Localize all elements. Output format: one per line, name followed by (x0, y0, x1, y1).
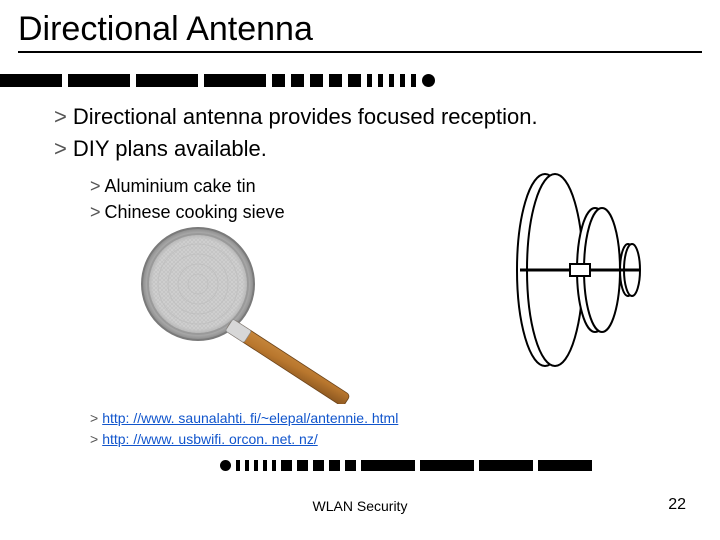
decor-top (0, 74, 435, 87)
antenna-diagram (500, 170, 670, 370)
sieve-image (128, 224, 388, 404)
decor-bot (220, 460, 592, 471)
bullet-l1-text: DIY plans available. (73, 136, 267, 161)
bullet-l1-text: Directional antenna provides focused rec… (73, 104, 538, 129)
page-title: Directional Antenna (18, 10, 702, 49)
title-underline (18, 51, 702, 53)
bullet-l1: >DIY plans available. (54, 134, 700, 164)
bullet-l1: >Directional antenna provides focused re… (54, 102, 700, 132)
links-group: >http: //www. saunalahti. fi/~elepal/ant… (90, 408, 398, 450)
reference-link[interactable]: http: //www. usbwifi. orcon. net. nz/ (102, 431, 318, 447)
bullet-l2-text: Chinese cooking sieve (105, 202, 285, 222)
link-bullet: >http: //www. usbwifi. orcon. net. nz/ (90, 429, 398, 450)
link-bullet: >http: //www. saunalahti. fi/~elepal/ant… (90, 408, 398, 429)
footer-center: WLAN Security (0, 498, 720, 514)
reference-link[interactable]: http: //www. saunalahti. fi/~elepal/ante… (102, 410, 398, 426)
page-number: 22 (668, 496, 686, 514)
bullet-l2-text: Aluminium cake tin (105, 176, 256, 196)
